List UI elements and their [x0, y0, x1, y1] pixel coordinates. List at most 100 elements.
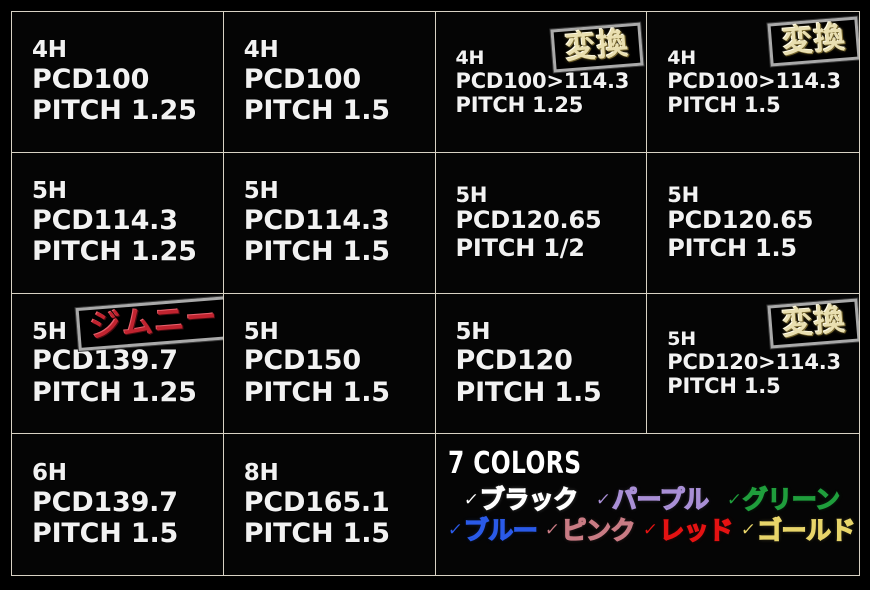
spec-cell[interactable]: 変換 5H PCD120>114.3 PITCH 1.5	[647, 293, 859, 435]
spec-text: 4H PCD100>114.3 PITCH 1.25	[436, 47, 647, 118]
pcd-value: PCD100	[243, 63, 361, 95]
pcd-value: PCD120.65	[667, 205, 814, 234]
hole-count: 5H	[667, 328, 696, 350]
check-icon: ✓	[725, 489, 743, 510]
color-option[interactable]: ✓ ブラック	[462, 485, 579, 515]
spec-text: 5H PCD150 PITCH 1.5	[224, 319, 435, 408]
badge-conversion: 変換	[550, 22, 644, 73]
hole-count: 5H	[32, 318, 67, 345]
pitch-value: PITCH 1.5	[32, 517, 179, 549]
badge-label: 変換	[780, 301, 848, 342]
pitch-value: PITCH 1.25	[32, 235, 197, 267]
color-option[interactable]: ✓ レッド	[641, 515, 734, 545]
spec-text: 4H PCD100 PITCH 1.5	[224, 37, 435, 126]
pitch-value: PITCH 1.25	[32, 376, 197, 408]
hole-count: 5H	[667, 182, 700, 207]
spec-cell[interactable]: 変換 4H PCD100>114.3 PITCH 1.25	[435, 12, 648, 153]
pcd-value: PCD120.65	[455, 205, 602, 234]
hole-count: 4H	[455, 46, 485, 69]
spec-cell[interactable]: ジムニー 5H PCD139.7 PITCH 1.25	[12, 293, 224, 435]
hole-count: 8H	[243, 459, 279, 486]
hole-count: 5H	[32, 177, 67, 204]
color-name: グリーン	[742, 485, 841, 515]
pitch-value: PITCH 1.25	[455, 92, 584, 117]
spec-cell[interactable]: 4H PCD100 PITCH 1.25	[12, 12, 224, 153]
check-icon: ✓	[594, 489, 612, 510]
spec-cell[interactable]: 5H PCD114.3 PITCH 1.25	[12, 152, 224, 294]
color-option[interactable]: ✓ グリーン	[725, 485, 841, 515]
color-option[interactable]: ✓ ゴールド	[739, 515, 856, 545]
spec-text: 4H PCD100>114.3 PITCH 1.5	[647, 47, 859, 118]
color-name: ブルー	[463, 515, 538, 545]
spec-cell[interactable]: 5H PCD120.65 PITCH 1/2	[435, 152, 648, 294]
pcd-value: PCD100>114.3	[667, 68, 841, 93]
hole-count: 4H	[32, 37, 67, 64]
spec-text: 5H PCD120.65 PITCH 1.5	[647, 183, 859, 263]
spec-text: 4H PCD100 PITCH 1.25	[12, 37, 223, 126]
spec-cell[interactable]: 変換 4H PCD100>114.3 PITCH 1.5	[647, 12, 859, 153]
spec-text: 5H PCD139.7 PITCH 1.25	[12, 319, 223, 408]
hole-count: 5H	[455, 182, 488, 207]
pitch-value: PITCH 1.5	[667, 92, 781, 117]
hole-count: 4H	[243, 37, 279, 64]
pcd-value: PCD150	[243, 345, 361, 377]
spec-cell[interactable]: 6H PCD139.7 PITCH 1.5	[12, 434, 224, 575]
pcd-value: PCD120	[455, 345, 573, 377]
pcd-value: PCD165.1	[243, 486, 390, 518]
badge-label: 変換	[780, 19, 848, 61]
spec-cell[interactable]: 5H PCD120.65 PITCH 1.5	[647, 152, 859, 294]
pcd-value: PCD139.7	[32, 486, 178, 518]
colors-row: ✓ ブラック ✓ パープル ✓ グリーン	[446, 485, 854, 515]
spec-text: 5H PCD114.3 PITCH 1.25	[12, 178, 223, 267]
color-name: ゴールド	[756, 515, 856, 545]
color-name: レッド	[659, 515, 734, 545]
pcd-value: PCD100>114.3	[455, 68, 630, 93]
colors-row: ✓ ブルー ✓ ピンク ✓ レッド ✓ ゴールド	[446, 515, 856, 545]
spec-text: 5H PCD120>114.3 PITCH 1.5	[647, 328, 859, 399]
spec-text: 5H PCD114.3 PITCH 1.5	[224, 178, 435, 267]
spec-cell[interactable]: 8H PCD165.1 PITCH 1.5	[223, 434, 436, 575]
spec-text: 8H PCD165.1 PITCH 1.5	[224, 460, 435, 549]
badge-label: ジムニー	[88, 298, 219, 345]
badge-conversion: 変換	[767, 298, 859, 348]
pitch-value: PITCH 1.5	[667, 233, 797, 262]
pitch-value: PITCH 1.5	[243, 235, 390, 267]
pitch-value: PITCH 1.25	[32, 95, 197, 127]
hole-count: 5H	[455, 318, 491, 345]
hole-count: 5H	[243, 318, 279, 345]
color-option[interactable]: ✓ ブルー	[446, 515, 538, 545]
check-icon: ✓	[462, 489, 480, 510]
hole-count: 4H	[667, 46, 696, 69]
pcd-value: PCD100	[32, 63, 150, 95]
colors-panel-body: 7 COLORS ✓ ブラック ✓ パープル ✓ グリーン ✓ ブルー ✓ ピンク ✓ レッド ✓ ゴールド	[436, 434, 860, 575]
check-icon: ✓	[739, 520, 757, 541]
spec-cell[interactable]: 4H PCD100 PITCH 1.5	[223, 12, 436, 153]
check-icon: ✓	[641, 520, 659, 541]
pcd-value: PCD120>114.3	[667, 350, 841, 375]
check-icon: ✓	[543, 520, 561, 541]
color-name: パープル	[611, 485, 709, 515]
spec-cell[interactable]: 5H PCD114.3 PITCH 1.5	[223, 152, 436, 294]
pcd-value: PCD114.3	[32, 204, 178, 236]
color-option[interactable]: ✓ パープル	[594, 485, 709, 515]
check-icon: ✓	[446, 520, 464, 541]
pitch-value: PITCH 1.5	[243, 95, 390, 127]
color-option[interactable]: ✓ ピンク	[543, 516, 636, 544]
spec-text: 6H PCD139.7 PITCH 1.5	[12, 460, 223, 549]
color-name: ブラック	[479, 485, 579, 515]
spec-cell[interactable]: 5H PCD150 PITCH 1.5	[223, 293, 436, 435]
colors-list: ✓ ブラック ✓ パープル ✓ グリーン ✓ ブルー ✓ ピンク ✓ レッド ✓ ゴールド	[446, 485, 856, 548]
pitch-value: PITCH 1.5	[243, 517, 390, 549]
pcd-value: PCD114.3	[243, 204, 390, 236]
badge-conversion: 変換	[767, 16, 859, 67]
colors-title: 7 COLORS	[447, 446, 581, 482]
hole-count: 5H	[243, 177, 279, 204]
spec-text: 5H PCD120 PITCH 1.5	[436, 319, 647, 408]
pitch-value: PITCH 1.5	[667, 374, 781, 399]
spec-cell[interactable]: 5H PCD120 PITCH 1.5	[435, 293, 648, 435]
pitch-value: PITCH 1.5	[455, 376, 602, 408]
spec-text: 5H PCD120.65 PITCH 1/2	[436, 183, 647, 263]
pcd-value: PCD139.7	[32, 345, 178, 377]
hole-count: 6H	[32, 459, 67, 486]
